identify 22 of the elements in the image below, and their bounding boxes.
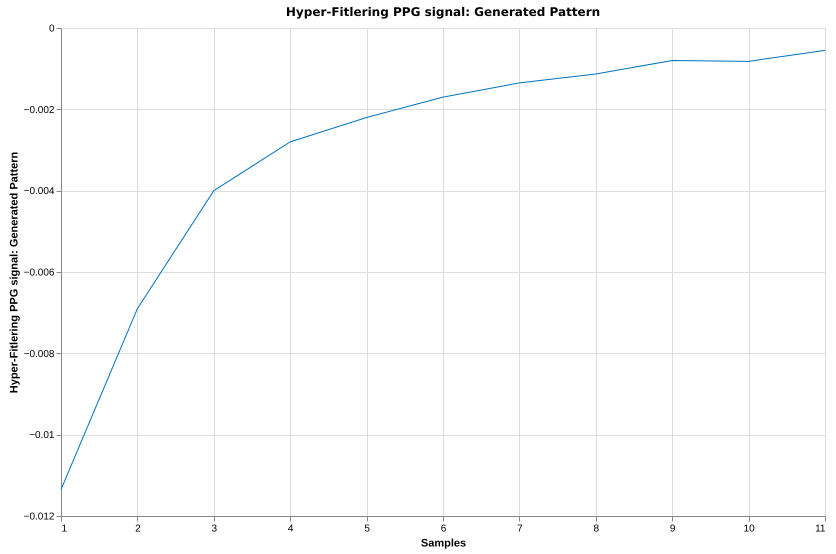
y-tick-label: −0.004 bbox=[24, 186, 55, 198]
x-tick-label: 9 bbox=[670, 524, 676, 534]
y-axis-title: Hyper-Fitlering PPG signal: Generated Pattern bbox=[8, 152, 21, 394]
x-tick-label: 4 bbox=[288, 524, 294, 534]
y-tick-label: −0.008 bbox=[24, 348, 55, 360]
y-tick-label: 0 bbox=[48, 24, 55, 34]
line-series bbox=[60, 50, 826, 490]
x-tick-label: 7 bbox=[517, 524, 524, 534]
y-tick-label: −0.01 bbox=[29, 430, 55, 442]
x-tick-label: 10 bbox=[744, 524, 756, 534]
x-axis-title: Samples bbox=[420, 538, 466, 550]
x-tick-label: 11 bbox=[815, 524, 826, 534]
y-tick-label: −0.012 bbox=[24, 512, 55, 522]
x-tick-label: 8 bbox=[594, 524, 600, 534]
x-tick-label: 3 bbox=[212, 524, 218, 534]
x-tick-label: 1 bbox=[62, 524, 68, 534]
y-tick-label: −0.006 bbox=[24, 268, 55, 278]
x-tick-label: 2 bbox=[135, 524, 142, 534]
y-tick-label: −0.002 bbox=[24, 104, 55, 116]
chart-title: Hyper-Fitlering PPG signal: Generated Pattern bbox=[286, 5, 600, 19]
x-tick-label: 6 bbox=[440, 524, 447, 534]
x-tick-label: 5 bbox=[364, 524, 370, 534]
